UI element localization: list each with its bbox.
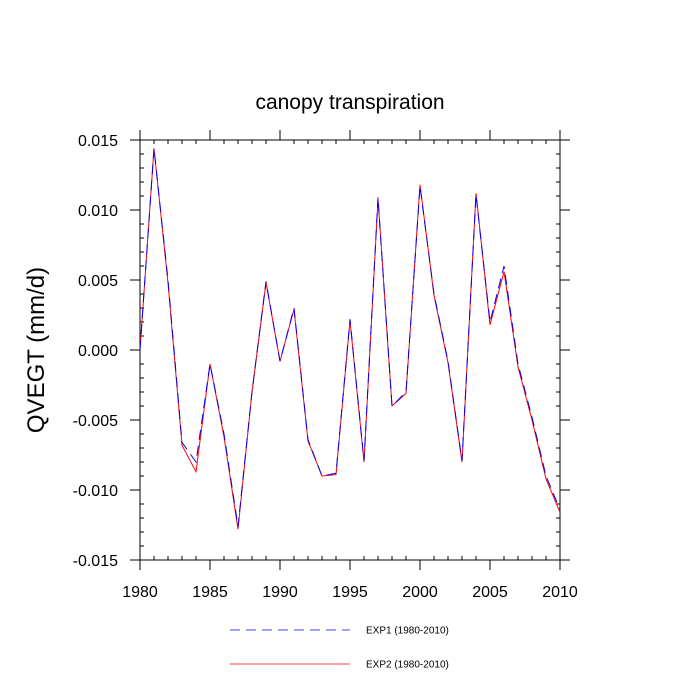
series-lines <box>139 148 561 530</box>
legend-label: EXP1 (1980-2010) <box>366 626 449 637</box>
minor-ticks <box>140 140 560 560</box>
plot-frame <box>139 139 561 561</box>
x-tick-label: 1985 <box>192 584 228 601</box>
y-tick-label: 0.010 <box>78 203 118 220</box>
y-axis-label: QVEGT (mm/d) <box>23 267 50 433</box>
y-tick-label: 0.000 <box>78 343 118 360</box>
y-tick-label: 0.015 <box>78 133 118 150</box>
series-line <box>139 148 561 530</box>
legend: EXP1 (1980-2010) EXP2 (1980-2010) <box>230 626 449 671</box>
chart-title: canopy transpiration <box>255 91 444 114</box>
x-tick-label: 1995 <box>332 584 368 601</box>
y-tick-label: 0.005 <box>78 273 118 290</box>
tick-labels: 1980 1985 1990 1995 2000 2005 2010 0.015 0.010 0.… <box>73 133 578 601</box>
y-tick-label: -0.010 <box>73 483 118 500</box>
x-tick-label: 1990 <box>262 584 298 601</box>
legend-label: EXP2 (1980-2010) <box>366 660 449 671</box>
x-tick-label: 1980 <box>122 584 158 601</box>
y-tick-label: -0.005 <box>73 413 118 430</box>
x-tick-label: 2005 <box>472 584 508 601</box>
major-ticks <box>130 130 570 570</box>
x-tick-label: 2000 <box>402 584 438 601</box>
x-tick-label: 2010 <box>542 584 578 601</box>
y-tick-label: -0.015 <box>73 553 118 570</box>
series-line <box>139 148 561 527</box>
